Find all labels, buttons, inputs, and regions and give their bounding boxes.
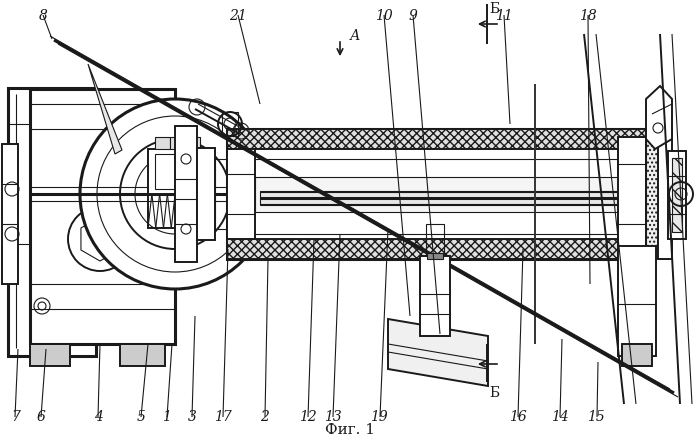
Text: 16: 16	[509, 410, 527, 424]
Polygon shape	[88, 64, 122, 154]
Bar	[646, 137, 658, 251]
Bar	[30, 344, 70, 366]
Text: 15: 15	[587, 410, 606, 424]
Text: 21: 21	[229, 8, 247, 23]
Text: 9: 9	[409, 8, 417, 23]
Text: 7: 7	[11, 410, 20, 424]
Text: 18: 18	[579, 8, 597, 23]
Bar	[260, 191, 618, 205]
Text: 12: 12	[299, 410, 317, 424]
Bar	[420, 256, 450, 336]
Bar	[255, 177, 620, 212]
Bar	[30, 89, 175, 344]
Circle shape	[80, 99, 270, 289]
Bar	[227, 129, 652, 149]
Polygon shape	[388, 319, 488, 386]
Text: 14: 14	[551, 410, 569, 424]
Text: 17: 17	[214, 410, 232, 424]
Bar	[227, 149, 255, 239]
Bar	[148, 149, 210, 194]
Bar	[668, 151, 686, 239]
Text: 11: 11	[495, 8, 513, 23]
Bar	[155, 154, 203, 189]
Text: 6: 6	[36, 410, 45, 424]
Bar	[646, 129, 668, 259]
Text: А: А	[350, 29, 360, 43]
Text: 5: 5	[137, 410, 146, 424]
Text: Б: Б	[489, 2, 499, 16]
Bar	[227, 239, 652, 259]
Text: Фиг. 1: Фиг. 1	[325, 423, 375, 437]
Bar	[622, 344, 652, 366]
Bar	[185, 137, 200, 149]
Bar	[427, 253, 443, 259]
Polygon shape	[646, 86, 672, 149]
Bar	[227, 129, 652, 259]
Bar	[170, 137, 185, 149]
Bar	[8, 88, 96, 356]
Bar	[197, 148, 215, 240]
Bar	[426, 224, 444, 256]
Text: 2: 2	[260, 410, 269, 424]
Text: 19: 19	[370, 410, 388, 424]
Bar	[2, 144, 18, 284]
Bar	[148, 194, 210, 228]
Bar	[155, 137, 170, 149]
Text: 13: 13	[323, 410, 342, 424]
Text: Б: Б	[489, 386, 499, 400]
Text: 8: 8	[39, 8, 48, 23]
Text: 1: 1	[162, 410, 171, 424]
Text: 4: 4	[94, 410, 102, 424]
Bar	[215, 159, 227, 229]
Text: 10: 10	[374, 8, 393, 23]
Bar	[120, 344, 165, 366]
Text: 3: 3	[188, 410, 196, 424]
Bar	[672, 158, 682, 232]
Bar	[618, 137, 646, 251]
Polygon shape	[81, 217, 119, 261]
Bar	[222, 112, 238, 136]
Bar	[658, 129, 672, 259]
Bar	[175, 126, 197, 262]
Bar	[618, 246, 656, 356]
